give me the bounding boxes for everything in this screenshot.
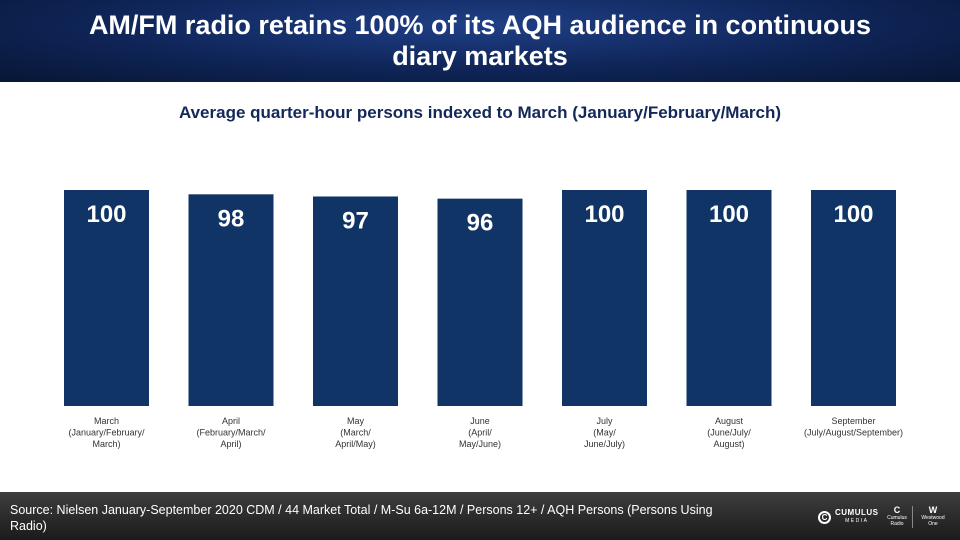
- category-label: August: [715, 416, 744, 426]
- chart-title: Average quarter-hour persons indexed to …: [178, 103, 782, 122]
- category-label: (April/: [468, 428, 492, 438]
- cumulus-logo-text: CUMULUS: [835, 508, 879, 517]
- category-label: September: [831, 416, 875, 426]
- cumulus-radio-logo-text: Cumulus Radio: [887, 515, 907, 527]
- category-label: (March/: [340, 428, 371, 438]
- category-label: March: [94, 416, 119, 426]
- bar-chart: 100 March (January/February/March) 98 April (…: [64, 190, 903, 449]
- bar: [562, 190, 647, 406]
- category-label: May/June): [459, 439, 501, 449]
- bar: [64, 190, 149, 406]
- cumulus-radio-icon: C: [893, 505, 901, 515]
- category-label: (June/July/: [707, 428, 751, 438]
- cumulus-radio-logo: C Cumulus Radio: [882, 505, 912, 527]
- bar: [437, 198, 523, 406]
- category-label: (May/: [593, 428, 616, 438]
- data-label: 100: [833, 201, 873, 228]
- logo-divider: [912, 506, 913, 528]
- category-label: (February/March/: [196, 428, 266, 438]
- data-label: 100: [86, 201, 126, 228]
- westwood-one-icon: W: [928, 505, 938, 515]
- category-label: May: [347, 416, 365, 426]
- category-label: June/July): [584, 439, 625, 449]
- category-label: August): [713, 439, 744, 449]
- category-label: April/May): [335, 439, 376, 449]
- page-title: AM/FM radio retains 100% of its AQH audi…: [88, 10, 872, 71]
- cumulus-c-icon: C: [818, 510, 831, 524]
- category-label: April): [220, 439, 241, 449]
- category-label: (January/February/: [68, 428, 145, 438]
- bar: [811, 190, 896, 406]
- data-label: 96: [467, 210, 494, 237]
- category-label: July: [596, 416, 613, 426]
- cumulus-logo-subtext: MEDIA: [845, 518, 869, 524]
- source-note: Source: Nielsen January-September 2020 C…: [10, 503, 713, 533]
- data-label: 100: [709, 201, 749, 228]
- cumulus-logo: C CUMULUS MEDIA: [818, 509, 879, 525]
- data-label: 98: [218, 205, 245, 232]
- bar: [188, 194, 274, 406]
- bar: [313, 196, 398, 406]
- category-label: March): [92, 439, 120, 449]
- data-label: 97: [342, 207, 369, 234]
- category-label: April: [222, 416, 240, 426]
- westwood-one-logo-text: Westwood One: [921, 515, 945, 527]
- header-banner: AM/FM radio retains 100% of its AQH audi…: [0, 0, 960, 82]
- category-label: June: [470, 416, 490, 426]
- footer-bar: [0, 492, 960, 540]
- data-label: 100: [584, 201, 624, 228]
- category-label: (July/August/September): [804, 428, 903, 438]
- westwood-one-logo: W Westwood One: [918, 505, 948, 527]
- bar: [686, 190, 772, 406]
